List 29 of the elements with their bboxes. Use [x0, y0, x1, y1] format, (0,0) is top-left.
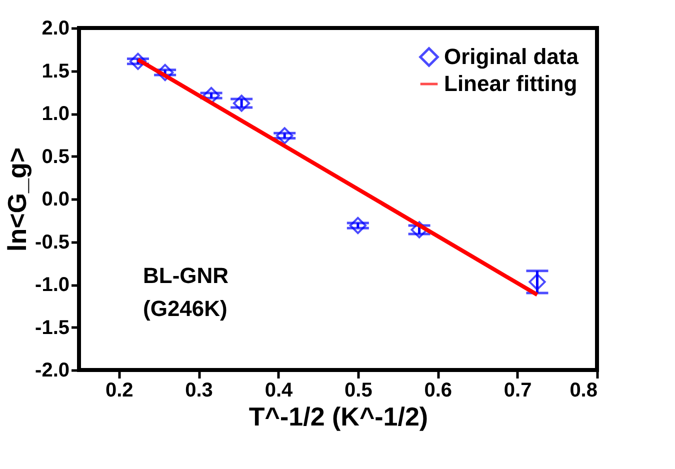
point — [232, 94, 250, 112]
y-tick-label: -2.0 — [35, 360, 70, 382]
point — [349, 216, 367, 234]
x-tick-label: 0.8 — [570, 380, 598, 402]
y-tick-label: 2.0 — [42, 18, 70, 40]
y-tick-label: -1.0 — [35, 274, 70, 296]
point — [156, 64, 174, 82]
y-tick-label: -1.5 — [35, 316, 70, 339]
x-tick-label: 0.4 — [264, 380, 294, 402]
x-axis-title: T^-1/2 (K^-1/2) — [248, 402, 428, 432]
point — [528, 273, 546, 291]
x-tick-label: 0.7 — [504, 380, 532, 402]
y-tick-label: -0.5 — [35, 231, 70, 254]
y-tick-label: 0.5 — [42, 146, 70, 168]
y-axis-title: ln<G_g> — [2, 147, 32, 252]
annotation: BL-GNR — [143, 263, 229, 288]
legend-label: Original data — [444, 44, 580, 69]
point — [129, 52, 147, 70]
point — [410, 221, 428, 238]
x-tick-label: 0.5 — [344, 380, 372, 402]
y-tick-label: 1.5 — [42, 60, 70, 82]
x-tick-label: 0.3 — [185, 380, 213, 402]
legend-label: Linear fitting — [444, 71, 578, 96]
y-tick-label: 0.0 — [42, 188, 70, 210]
annotation: (G246K) — [143, 296, 228, 321]
point — [276, 127, 294, 144]
y-tick-label: 1.0 — [42, 103, 70, 125]
x-tick-label: 0.6 — [424, 380, 452, 402]
x-tick-label: 0.2 — [105, 380, 134, 402]
